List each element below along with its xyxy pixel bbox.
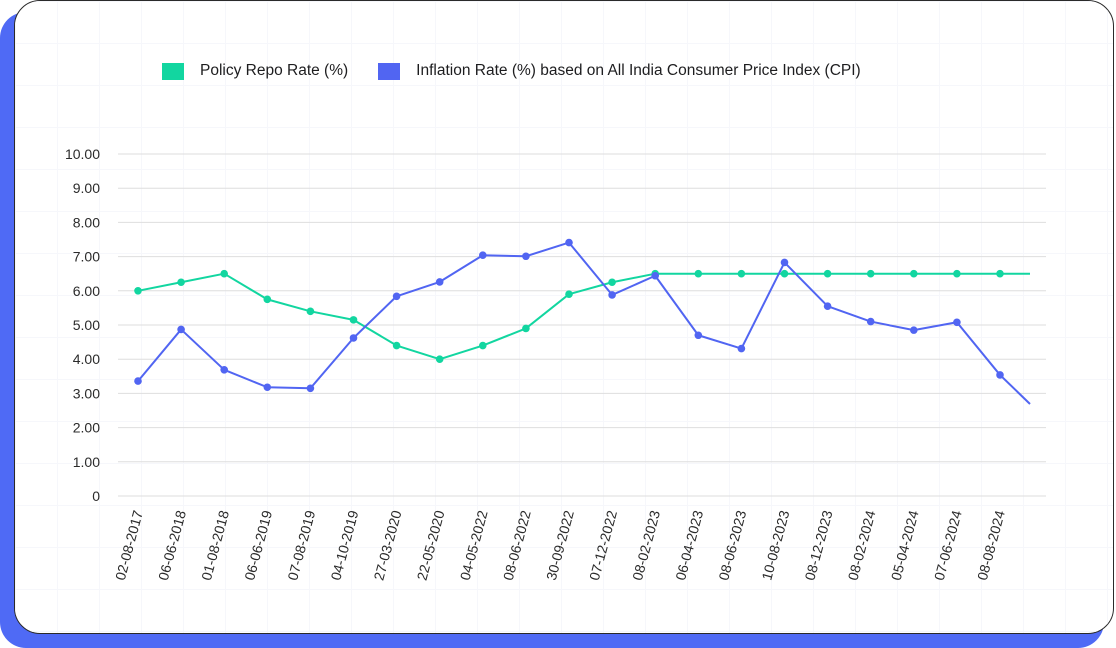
card-background-grid	[15, 1, 1113, 633]
legend-item-inflation[interactable]: Inflation Rate (%) based on All India Co…	[378, 62, 861, 80]
legend-item-repo[interactable]: Policy Repo Rate (%)	[162, 62, 348, 80]
legend-swatch-repo	[162, 62, 184, 80]
chart-card	[14, 0, 1114, 634]
chart-legend: Policy Repo Rate (%) Inflation Rate (%) …	[162, 62, 877, 80]
legend-label-repo: Policy Repo Rate (%)	[200, 62, 349, 79]
legend-label-inflation: Inflation Rate (%) based on All India Co…	[416, 62, 861, 79]
legend-swatch-inflation	[378, 62, 401, 80]
